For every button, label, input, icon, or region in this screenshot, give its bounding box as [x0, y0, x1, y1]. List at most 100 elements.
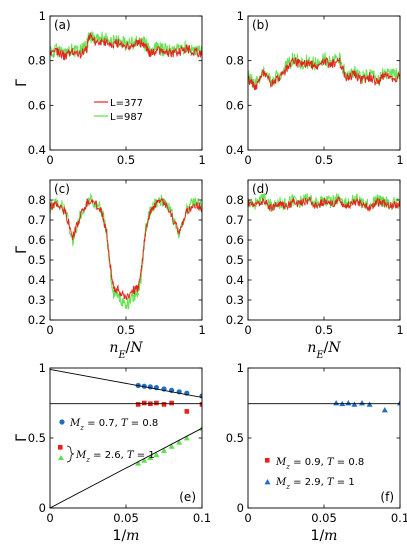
y-tick-label: 0.5 — [28, 253, 46, 267]
data-point — [117, 295, 120, 297]
x-axis-label: nE/N — [109, 340, 143, 361]
x-tick-label: 1 — [198, 323, 205, 337]
x-tick-label: 0.5 — [117, 153, 135, 167]
y-tick-label: 0.8 — [28, 54, 46, 68]
data-point-triangle — [183, 435, 190, 441]
plot-area — [248, 193, 400, 213]
data-point-triangle — [345, 400, 352, 406]
data-point-triangle — [199, 425, 202, 431]
data-point-triangle — [359, 400, 365, 406]
data-point — [193, 201, 196, 203]
y-tick-label: 0.7 — [28, 213, 46, 227]
x-tick-label: 0 — [46, 511, 53, 525]
data-point-triangle — [176, 439, 183, 445]
legend: Mz = 0.9, T = 0.8 Mz = 2.9, T = 1 — [264, 457, 364, 491]
data-point-square — [135, 402, 141, 407]
y-axis-label: Γ — [14, 246, 30, 254]
y-tick-label: 1 — [39, 361, 46, 375]
data-point-square — [154, 400, 159, 406]
x-tick-label: 0 — [244, 511, 251, 525]
plot-area — [50, 192, 202, 310]
legend-label: Mz = 0.7, T = 0.8 — [69, 418, 158, 432]
data-point — [178, 235, 181, 237]
y-tick-label: 0.3 — [28, 293, 46, 307]
fit-line — [50, 427, 202, 508]
data-point-triangle — [168, 443, 175, 449]
y-tick-label: 0.6 — [226, 98, 244, 112]
x-tick-label: 0 — [244, 153, 251, 167]
legend: L=377 L=987 — [94, 98, 143, 123]
x-axis-label: 1/m — [311, 528, 338, 544]
y-tick-label: 0.4 — [226, 273, 244, 287]
plot-area — [50, 31, 202, 61]
data-point — [112, 293, 115, 295]
panel-c: 0 0.5 1 0.2 0.3 0.4 0.5 0.6 0.7 0.8 (c) ΓnE/N — [14, 179, 206, 361]
legend-label: Mz = 2.6, T = 1 — [75, 450, 155, 464]
x-tick-label: 0.5 — [315, 323, 333, 337]
y-tick-label: 1 — [237, 361, 244, 375]
y-tick-label: 0.4 — [28, 143, 46, 157]
data-point — [56, 201, 59, 203]
data-point-triangle — [153, 451, 160, 458]
panel-d: 0 0.5 1 0.2 0.3 0.4 0.5 0.6 0.7 0.8 (d) nE/N — [226, 179, 404, 361]
legend: Mz = 0.7, T = 0.8 Mz = 2.6, T = 1 — [58, 418, 158, 464]
panel-b: 0 0.5 1 0.4 0.6 0.8 1 (b) — [226, 9, 404, 167]
y-tick-label: 0.4 — [28, 273, 46, 287]
data-point — [155, 46, 158, 49]
y-tick-label: 1 — [39, 9, 46, 23]
y-tick-label: 0.5 — [226, 253, 244, 267]
y-tick-label: 0.6 — [226, 233, 244, 247]
y-tick-label: 0.2 — [28, 313, 46, 327]
data-point — [132, 295, 135, 297]
panel-a: 0 0.5 1 0.4 0.6 0.8 1 (a) Γ L=377 L=987 — [14, 9, 206, 167]
legend-label: L=987 — [110, 112, 143, 123]
data-point-square — [169, 400, 174, 406]
x-axis-label: nE/N — [307, 340, 341, 361]
data-point — [383, 70, 386, 73]
panel-label: (c) — [54, 182, 70, 196]
plot-area — [50, 368, 202, 508]
data-point-triangle — [135, 460, 142, 466]
data-point-square — [184, 409, 190, 414]
legend-marker-square — [58, 445, 63, 450]
data-point-triangle — [161, 447, 167, 453]
y-axis-label: Γ̄ — [14, 434, 30, 442]
panel-label: (b) — [252, 18, 269, 32]
data-point — [163, 199, 165, 201]
y-tick-label: 0.4 — [226, 143, 244, 157]
legend-marker-triangle — [58, 455, 64, 460]
data-point-triangle — [333, 400, 340, 406]
data-point-square — [199, 402, 202, 407]
data-point — [277, 201, 280, 203]
data-point-triangle — [381, 407, 388, 413]
y-tick-label: 0.8 — [226, 193, 244, 207]
x-tick-label: 0.05 — [311, 511, 337, 525]
legend-label: Mz = 2.9, T = 1 — [275, 477, 355, 491]
data-point-square — [161, 402, 167, 407]
panel-e: 0 0.05 0.100.51(e)Γ̄1/mMz = 0.7, T = 0.8Mz… — [14, 361, 211, 544]
data-point-triangle — [147, 454, 154, 460]
x-tick-label: 1 — [198, 153, 205, 167]
legend-label: Mz = 0.9, T = 0.8 — [275, 457, 364, 471]
legend-label: L=377 — [110, 98, 143, 109]
data-point — [132, 41, 135, 44]
data-point-triangle — [141, 457, 148, 463]
panel-label: (f) — [380, 490, 394, 504]
data-point — [361, 201, 363, 203]
panel-label: (d) — [252, 182, 269, 196]
legend-brace — [66, 445, 75, 463]
series-line-red — [248, 195, 400, 213]
series-line-green — [248, 193, 400, 212]
data-point — [125, 305, 127, 307]
series-line-green — [50, 192, 202, 310]
x-tick-label: 0.05 — [113, 511, 139, 525]
panel-label: (a) — [54, 18, 71, 32]
y-tick-label: 0 — [237, 501, 244, 515]
y-tick-label: 0.6 — [28, 233, 46, 247]
data-point — [102, 37, 105, 40]
y-tick-label: 1 — [237, 9, 244, 23]
y-tick-label: 0.5 — [226, 431, 244, 445]
data-point — [269, 79, 272, 82]
x-tick-label: 0.5 — [117, 323, 135, 337]
data-point — [137, 293, 140, 295]
